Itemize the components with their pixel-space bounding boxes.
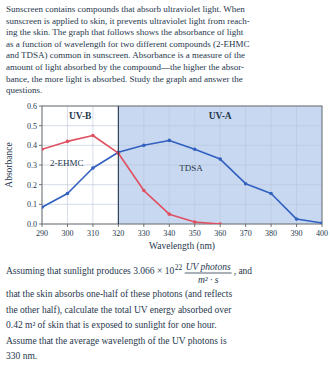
tick-mark — [118, 224, 119, 227]
question-unit-numerator: UV photons — [186, 262, 231, 272]
tick-label: 290 — [36, 229, 48, 238]
series-marker — [218, 157, 222, 161]
tick-mark — [245, 224, 246, 227]
tick-label: 300 — [61, 229, 73, 238]
series-marker — [42, 147, 44, 151]
paragraph-line: Sunscreen contains compounds that absorb… — [6, 4, 245, 14]
tick-label: 380 — [265, 229, 277, 238]
question-unit-denominator: m² · s — [198, 275, 219, 285]
series-marker — [320, 221, 322, 224]
grid-line — [118, 106, 119, 224]
tick-label: 0.3 — [27, 161, 37, 170]
series-marker — [295, 217, 299, 221]
tick-mark — [220, 224, 221, 227]
tick-mark — [271, 224, 272, 227]
question-line: the other half), calculate the total UV … — [6, 305, 232, 316]
question-line: that the skin absorbs one-half of these … — [6, 289, 232, 300]
page: Sunscreen contains compounds that absorb… — [0, 0, 330, 392]
tick-label: 0.1 — [27, 200, 37, 209]
paragraph: Sunscreen contains compounds that absorb… — [6, 4, 250, 95]
paragraph-line: sunscreen is applied to skin, it prevent… — [6, 16, 250, 26]
series-marker — [167, 139, 171, 143]
series-line — [42, 136, 220, 225]
series-marker — [142, 189, 146, 193]
grid-line — [42, 184, 322, 185]
tick-label: 350 — [189, 229, 201, 238]
series-marker — [193, 220, 197, 224]
tick-mark — [67, 224, 68, 227]
fraction-rule — [185, 273, 232, 274]
paragraph-line: bance, the more light is absorbed. Study… — [6, 74, 243, 84]
tick-label: 0.5 — [27, 122, 37, 131]
series-label: TDSA — [179, 163, 203, 173]
question-line: 330 nm. — [6, 351, 37, 361]
tick-mark — [296, 224, 297, 227]
tick-label: 360 — [214, 229, 226, 238]
tick-mark — [39, 125, 42, 126]
tick-label: 320 — [112, 229, 124, 238]
tick-mark — [39, 224, 42, 225]
tick-mark — [42, 224, 43, 227]
tick-label: 400 — [316, 229, 328, 238]
overlays: UV-B UV-A TDSA 2-EHMC — [50, 106, 232, 224]
tick-mark — [143, 224, 144, 227]
series-marker — [244, 182, 248, 186]
series-marker — [66, 140, 70, 144]
tick-label: 340 — [163, 229, 175, 238]
paragraph-line: ing the skin. The graph that follows sho… — [6, 27, 244, 37]
question-exponent: 22 — [175, 263, 183, 272]
question-text: Assuming that sunlight produces 3.066 × … — [6, 266, 174, 276]
paragraph-line: questions. — [6, 85, 42, 95]
data — [42, 134, 322, 224]
question-line: Assume that the average wavelength of th… — [6, 336, 227, 346]
question: Assuming that sunlight produces 3.066 × … — [6, 262, 252, 361]
tick-mark — [39, 184, 42, 185]
series-marker — [142, 144, 146, 148]
region-label: UV-A — [209, 111, 232, 121]
tick-mark — [39, 106, 42, 107]
grid — [42, 106, 322, 224]
series-label: 2-EHMC — [50, 158, 84, 168]
grid-line — [42, 125, 322, 126]
tick-label: 0.6 — [27, 102, 37, 111]
tick-mark — [169, 224, 170, 227]
region-divider — [118, 106, 119, 224]
paragraph-line: amount of light absorbed by the compound… — [6, 62, 244, 72]
series-marker — [193, 147, 197, 151]
plot-frame — [42, 106, 322, 224]
x-axis-label: Wavelength (nm) — [149, 241, 215, 252]
tick-label: 0.4 — [27, 141, 37, 150]
series-line — [42, 140, 322, 223]
tick-label: 390 — [291, 229, 303, 238]
series-marker — [66, 192, 70, 196]
chart: 290 300 310 320 330 340 350 360 370 380 390 400 0.0 0… — [4, 102, 328, 252]
series-marker — [42, 205, 44, 209]
tick-mark — [39, 204, 42, 205]
tick-label: 0.2 — [27, 181, 37, 190]
tick-label: 310 — [87, 229, 99, 238]
tick-label: 330 — [138, 229, 150, 238]
tick-label: 370 — [240, 229, 252, 238]
tick-mark — [39, 145, 42, 146]
tick-mark — [322, 224, 323, 227]
series-marker — [91, 134, 95, 138]
paragraph-line: and TDSA) common in sunscreen. Absorbanc… — [6, 50, 245, 60]
region-label: UV-B — [69, 111, 92, 121]
tick-mark — [194, 224, 195, 227]
tick-mark — [92, 224, 93, 227]
question-text: , and — [234, 266, 253, 276]
grid-line — [42, 204, 322, 205]
paragraph-line: as a function of wavelength for two diff… — [6, 39, 250, 49]
series-marker — [218, 222, 222, 224]
series-marker — [167, 212, 171, 216]
question-line: 0.42 m² of skin that is exposed to sunli… — [6, 320, 217, 330]
series-marker — [269, 192, 273, 196]
tick-mark — [39, 165, 42, 166]
series-marker — [91, 166, 95, 170]
axes: 290 300 310 320 330 340 350 360 370 380 390 400 0.0 0… — [4, 102, 328, 252]
y-axis-label: Absorbance — [4, 142, 14, 187]
tick-label: 0.0 — [27, 220, 37, 229]
